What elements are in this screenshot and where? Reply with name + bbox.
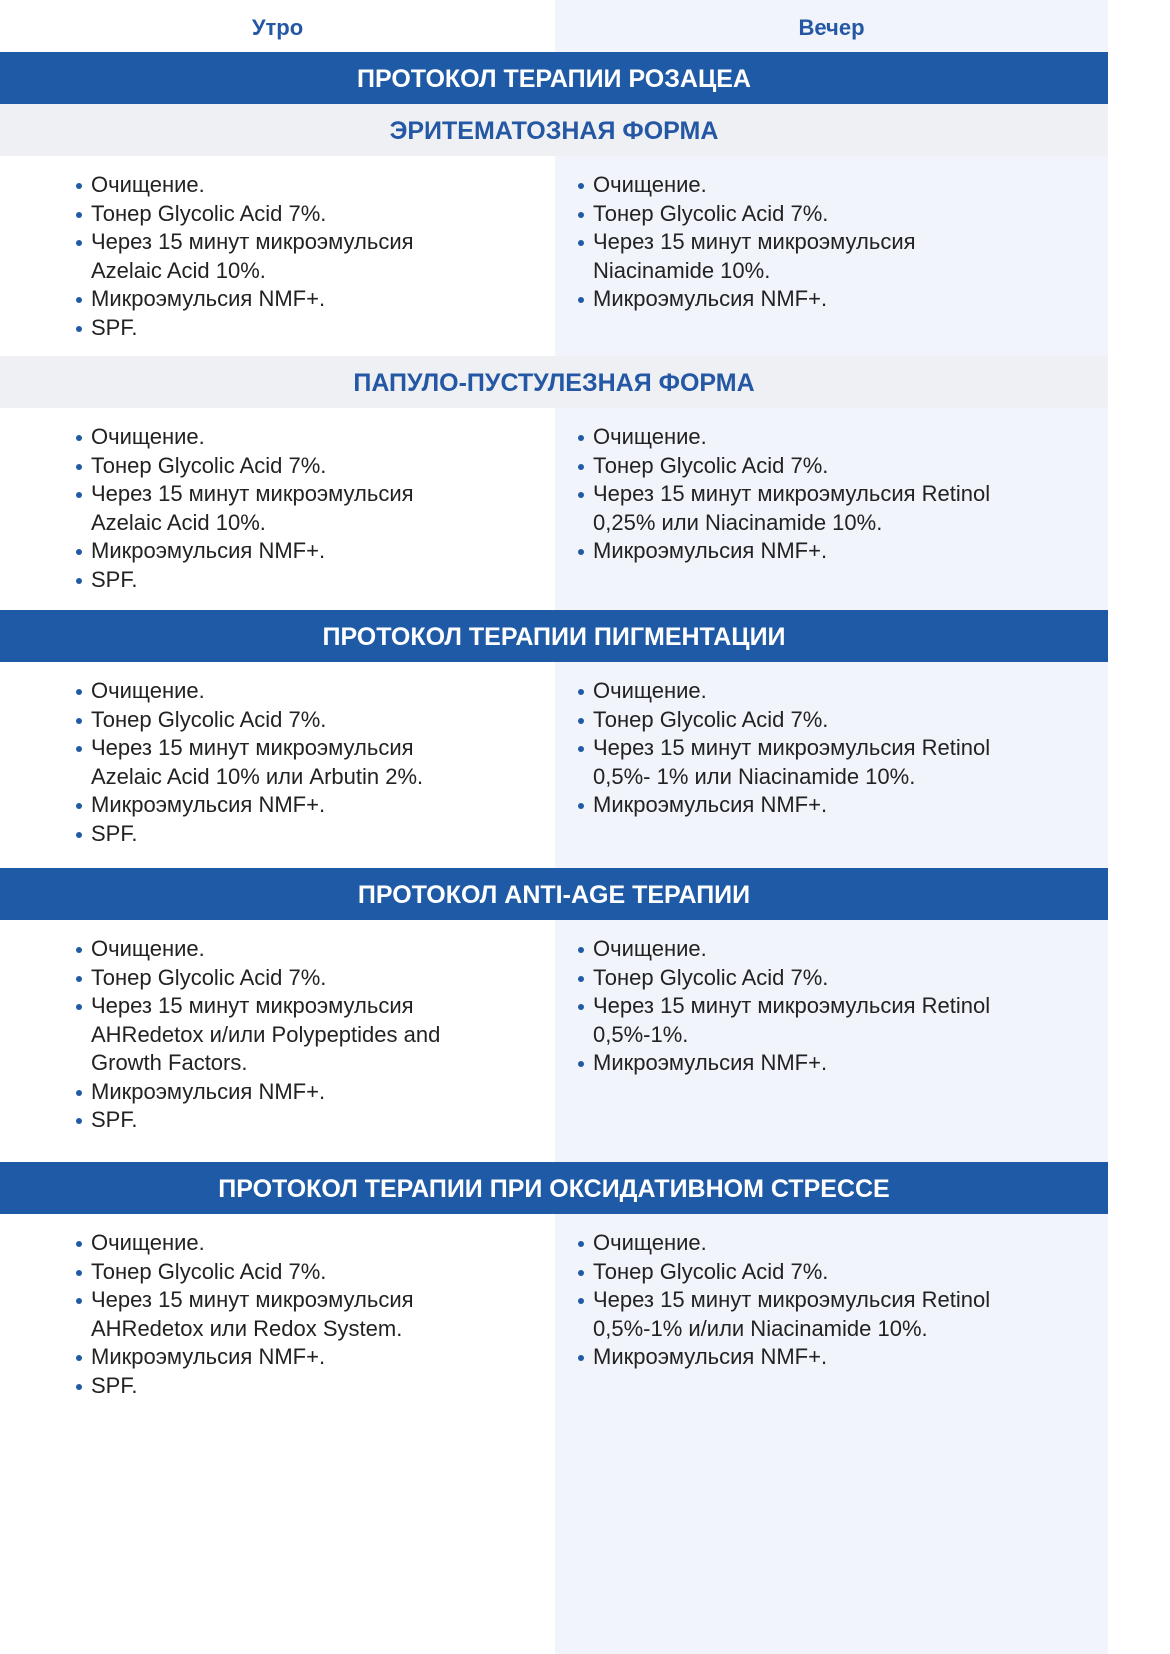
step-item: Очищение.	[578, 171, 1038, 200]
step-item: Микроэмульсия NMF+.	[578, 537, 1038, 566]
evening-steps-list: Очищение. Тонер Glycolic Acid 7%. Через 15…	[578, 1214, 1038, 1372]
step-item: Тонер Glycolic Acid 7%.	[578, 200, 1038, 229]
step-item: Очищение.	[578, 1229, 1038, 1258]
protocol-table: Утро Вечер ПРОТОКОЛ ТЕРАПИИ РОЗАЦЕА ЭРИТЕ…	[0, 0, 1108, 1654]
step-item: Микроэмульсия NMF+.	[76, 537, 441, 566]
step-item: Микроэмульсия NMF+.	[578, 791, 1038, 820]
step-item: Через 15 минут микроэмульсия Azelaic Aci…	[76, 480, 441, 537]
step-item: Тонер Glycolic Acid 7%.	[76, 200, 441, 229]
evening-column-background	[555, 0, 1108, 1654]
step-item: Очищение.	[578, 423, 1038, 452]
step-item: Очищение.	[76, 171, 441, 200]
evening-steps-list: Очищение. Тонер Glycolic Acid 7%. Через 15…	[578, 920, 1038, 1078]
protocol-content-row: Очищение. Тонер Glycolic Acid 7%. Через 15…	[0, 408, 1108, 610]
protocol-content-row: Очищение. Тонер Glycolic Acid 7%. Через 15…	[0, 156, 1108, 356]
step-item: Через 15 минут микроэмульсия AHRedetox и…	[76, 1286, 441, 1343]
protocol-content-row: Очищение. Тонер Glycolic Acid 7%. Через 15…	[0, 920, 1108, 1162]
step-item: Тонер Glycolic Acid 7%.	[76, 1258, 441, 1287]
morning-steps-list: Очищение. Тонер Glycolic Acid 7%. Через 15…	[76, 156, 441, 342]
form-subheading: ПАПУЛО-ПУСТУЛЕЗНАЯ ФОРМА	[0, 356, 1108, 408]
step-item: Тонер Glycolic Acid 7%.	[578, 964, 1038, 993]
step-item: Через 15 минут микроэмульсия Retinol 0,5…	[578, 734, 1038, 791]
step-item: SPF.	[76, 1372, 441, 1401]
step-item: Тонер Glycolic Acid 7%.	[76, 706, 441, 735]
step-item: Очищение.	[578, 677, 1038, 706]
form-subheading: ЭРИТЕМАТОЗНАЯ ФОРМА	[0, 104, 1108, 156]
column-headers: Утро Вечер	[0, 0, 1108, 52]
step-item: Микроэмульсия NMF+.	[76, 1343, 441, 1372]
evening-steps-list: Очищение. Тонер Glycolic Acid 7%. Через 15…	[578, 408, 1038, 566]
protocol-title-bar: ПРОТОКОЛ ТЕРАПИИ ПИГМЕНТАЦИИ	[0, 610, 1108, 662]
step-item: SPF.	[76, 314, 441, 343]
step-item: Микроэмульсия NMF+.	[578, 1343, 1038, 1372]
evening-steps-list: Очищение. Тонер Glycolic Acid 7%. Через 15…	[578, 662, 1038, 820]
step-item: Тонер Glycolic Acid 7%.	[76, 452, 441, 481]
evening-column-header: Вечер	[798, 15, 865, 40]
step-item: Через 15 минут микроэмульсия Retinol 0,5…	[578, 1286, 1038, 1343]
step-item: Микроэмульсия NMF+.	[578, 285, 1038, 314]
morning-steps-list: Очищение. Тонер Glycolic Acid 7%. Через 15…	[76, 1214, 441, 1400]
step-item: SPF.	[76, 1106, 441, 1135]
protocol-title-bar: ПРОТОКОЛ ТЕРАПИИ ПРИ ОКСИДАТИВНОМ СТРЕСС…	[0, 1162, 1108, 1214]
step-item: Тонер Glycolic Acid 7%.	[578, 1258, 1038, 1287]
step-item: Тонер Glycolic Acid 7%.	[578, 706, 1038, 735]
protocol-title-bar: ПРОТОКОЛ ANTI-AGE ТЕРАПИИ	[0, 868, 1108, 920]
step-item: Очищение.	[76, 1229, 441, 1258]
step-item: Через 15 минут микроэмульсия Niacinamide…	[578, 228, 1038, 285]
morning-column-header: Утро	[251, 15, 304, 40]
step-item: Микроэмульсия NMF+.	[578, 1049, 1038, 1078]
morning-steps-list: Очищение. Тонер Glycolic Acid 7%. Через 15…	[76, 662, 441, 848]
step-item: Тонер Glycolic Acid 7%.	[578, 452, 1038, 481]
step-item: Очищение.	[76, 677, 441, 706]
protocol-content-row: Очищение. Тонер Glycolic Acid 7%. Через 15…	[0, 1214, 1108, 1654]
morning-steps-list: Очищение. Тонер Glycolic Acid 7%. Через 15…	[76, 920, 441, 1135]
step-item: Через 15 минут микроэмульсия Azelaic Aci…	[76, 734, 441, 791]
step-item: Очищение.	[76, 935, 441, 964]
step-item: Очищение.	[578, 935, 1038, 964]
step-item: Микроэмульсия NMF+.	[76, 791, 441, 820]
protocol-title-bar: ПРОТОКОЛ ТЕРАПИИ РОЗАЦЕА	[0, 52, 1108, 104]
step-item: Микроэмульсия NMF+.	[76, 1078, 441, 1107]
step-item: Через 15 минут микроэмульсия Retinol 0,5…	[578, 992, 1038, 1049]
step-item: Микроэмульсия NMF+.	[76, 285, 441, 314]
evening-steps-list: Очищение. Тонер Glycolic Acid 7%. Через 15…	[578, 156, 1038, 314]
protocol-content-row: Очищение. Тонер Glycolic Acid 7%. Через 15…	[0, 662, 1108, 868]
morning-steps-list: Очищение. Тонер Glycolic Acid 7%. Через 15…	[76, 408, 441, 594]
step-item: Через 15 минут микроэмульсия AHRedetox и…	[76, 992, 441, 1078]
step-item: Тонер Glycolic Acid 7%.	[76, 964, 441, 993]
step-item: SPF.	[76, 566, 441, 595]
step-item: SPF.	[76, 820, 441, 849]
step-item: Через 15 минут микроэмульсия Azelaic Aci…	[76, 228, 441, 285]
step-item: Через 15 минут микроэмульсия Retinol 0,2…	[578, 480, 1038, 537]
step-item: Очищение.	[76, 423, 441, 452]
